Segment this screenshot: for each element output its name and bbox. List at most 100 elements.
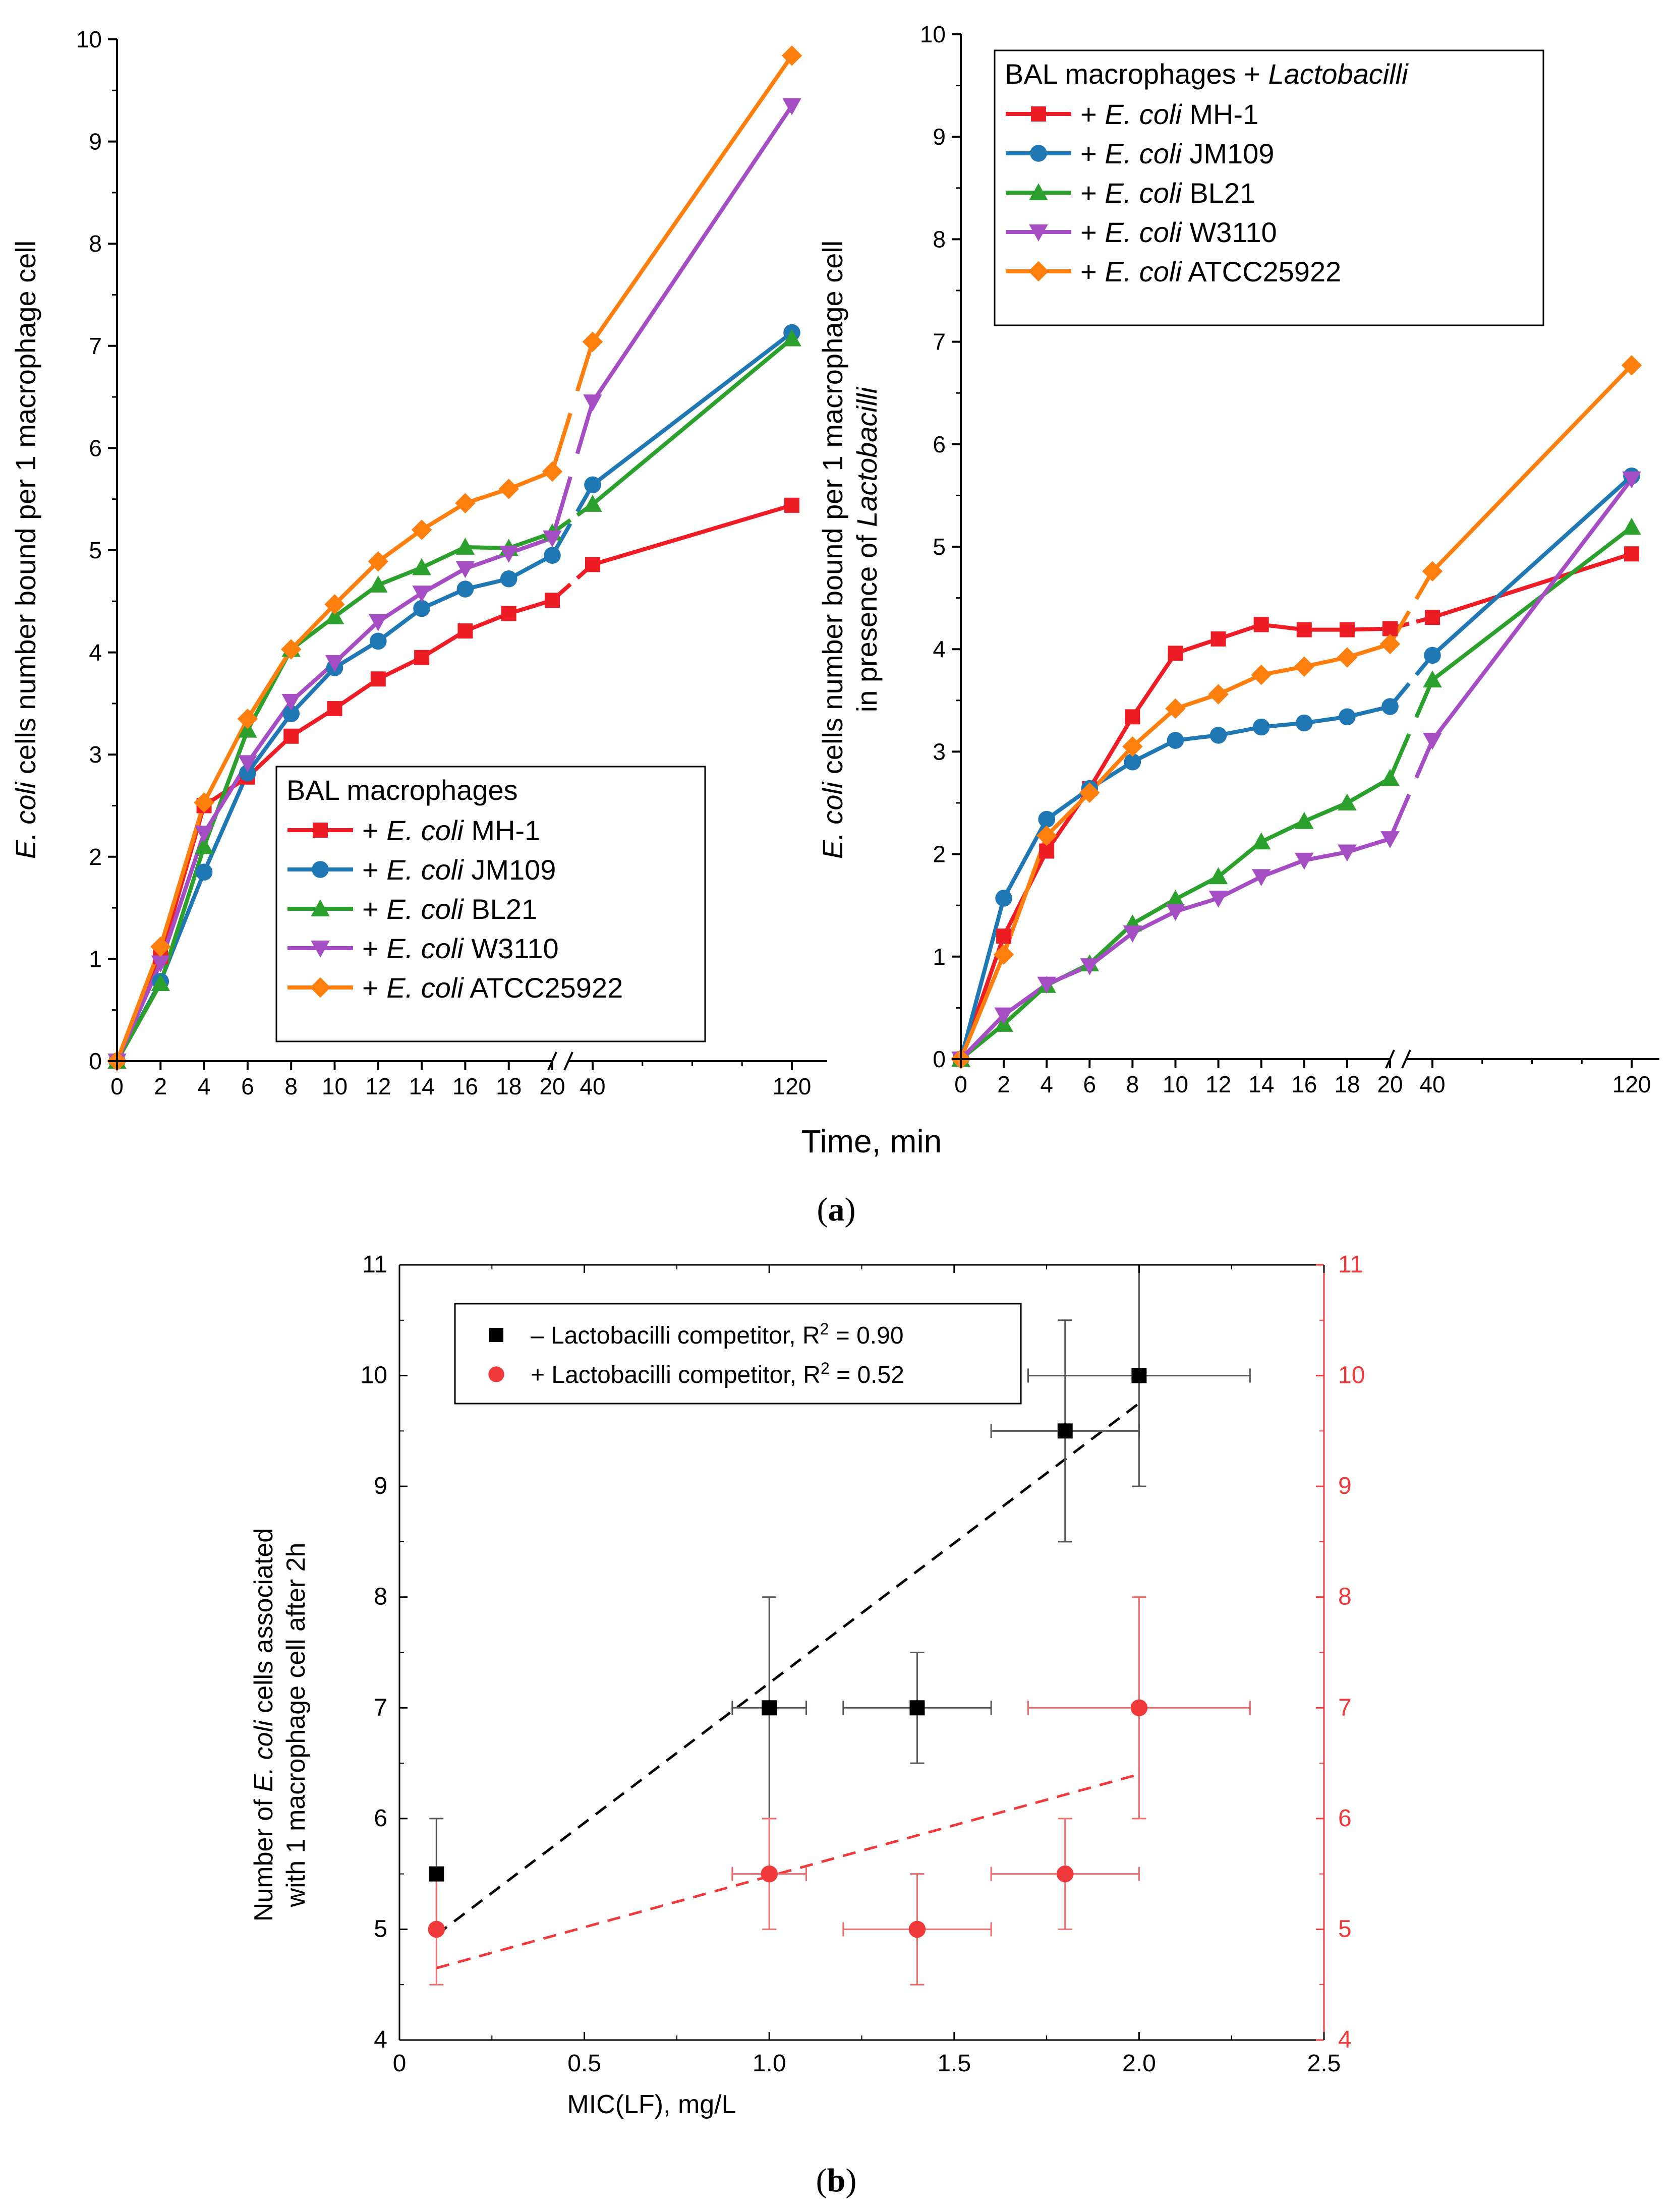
data-point-jm109: [195, 863, 213, 881]
legend-item-bl21: + E. coli BL21: [287, 893, 537, 925]
data-point-jm109: [1167, 732, 1184, 749]
data-point-plus-lactobacilli: [908, 1920, 926, 1938]
data-point-atcc25922: [542, 461, 563, 482]
legend-label: + E. coli BL21: [362, 893, 537, 925]
axis-break-mark: [563, 1052, 573, 1071]
data-point-atcc25922: [194, 792, 214, 813]
data-point-atcc25922: [280, 639, 302, 660]
data-point-atcc25922: [1122, 736, 1143, 757]
y-tick-label: 7: [933, 329, 946, 355]
data-point-atcc25922: [1337, 647, 1358, 668]
data-point-w3110: [782, 98, 801, 115]
x-tick-label: 120: [773, 1073, 812, 1099]
data-point-w3110: [194, 826, 214, 843]
data-point-bl21: [1622, 517, 1641, 535]
data-point-bl21: [1251, 832, 1271, 850]
data-point-jm109: [1124, 753, 1141, 771]
data-point-w3110: [455, 561, 475, 578]
x-tick-label: 0: [954, 1071, 967, 1097]
panel-b-x-label: MIC(LF), mg/L: [567, 2090, 736, 2119]
y-tick-label: 6: [933, 431, 946, 457]
caption-a: (a): [817, 1191, 856, 1228]
legend-swatch-marker: [313, 823, 328, 838]
data-point-atcc25922: [237, 709, 258, 729]
data-point-mh-1: [1382, 621, 1398, 636]
data-point-bl21: [194, 837, 214, 854]
y-tick-label: 1: [933, 944, 946, 970]
legend-label: – Lactobacilli competitor, R2 = 0.90: [531, 1320, 904, 1349]
axis-break-mark: [1401, 1050, 1411, 1069]
x-tick-label: 40: [580, 1073, 605, 1099]
data-point-atcc25922: [993, 944, 1014, 965]
data-point-atcc25922: [1422, 561, 1443, 582]
data-point-w3110: [369, 614, 388, 631]
data-point-mh-1: [1624, 546, 1639, 562]
data-point-w3110: [543, 530, 562, 548]
data-point-w3110: [1080, 958, 1100, 975]
data-point-w3110: [1208, 890, 1228, 908]
panel-a-right-y-label-line1: E. coli cells number bound per 1 macroph…: [817, 241, 848, 859]
y-tick-label: 8: [933, 226, 946, 252]
y-tick-label: 9: [933, 124, 946, 150]
data-point-bl21: [1423, 670, 1442, 688]
data-point-mh-1: [501, 606, 516, 621]
data-point-bl21: [583, 495, 602, 512]
y-tick-label-left: 5: [374, 1915, 387, 1942]
panel-a-left-y-label: E. coli cells number bound per 1 macroph…: [10, 241, 41, 859]
y-tick-label-right: 6: [1338, 1805, 1352, 1832]
data-point-mh-1: [1296, 622, 1312, 637]
legend-title: BAL macrophages: [286, 774, 518, 806]
y-tick-label: 0: [89, 1048, 102, 1074]
data-point-bl21: [1208, 867, 1228, 885]
axis-break-mark: [1385, 1050, 1395, 1069]
legend-box: [994, 49, 1544, 326]
panel-a-right-y-label-line2: in presence of Lactobacilli: [851, 386, 883, 712]
data-point-atcc25922: [498, 479, 519, 499]
y-tick-label: 7: [89, 333, 102, 359]
data-point-jm109: [282, 705, 300, 722]
y-tick-label: 6: [89, 435, 102, 461]
x-tick-label: 2.0: [1122, 2050, 1156, 2077]
y-tick-label-left: 10: [361, 1362, 387, 1389]
y-tick-label: 10: [920, 21, 946, 47]
data-point-w3110: [1123, 925, 1142, 943]
y-tick-label-left: 7: [374, 1694, 387, 1721]
y-tick-label: 5: [933, 534, 946, 560]
data-point-mh-1: [1253, 617, 1269, 632]
x-tick-label: 2.5: [1307, 2050, 1341, 2077]
axis-break-mark: [547, 1052, 557, 1071]
data-point-mh-1: [1168, 646, 1183, 661]
series-line-w3110: [115, 476, 572, 1062]
data-point-atcc25922: [150, 936, 171, 957]
data-point-atcc25922: [1379, 633, 1401, 655]
legend-swatch-marker: [312, 861, 329, 878]
data-point-jm109: [1381, 698, 1399, 715]
y-tick-label: 10: [76, 26, 102, 52]
x-tick-label: 12: [1205, 1071, 1231, 1097]
x-tick-label: 1.0: [753, 2050, 786, 2077]
x-tick-label: 6: [241, 1073, 254, 1099]
data-point-mh-1: [1210, 631, 1226, 647]
y-tick-label: 8: [89, 230, 102, 257]
panel-b-y-label-line2: with 1 macrophage cell after 2h: [281, 1543, 311, 1908]
legend-swatch-marker: [311, 941, 330, 958]
y-tick-label-left: 11: [362, 1251, 387, 1278]
data-point-mh-1: [1425, 610, 1440, 625]
legend-label: + E. coli JM109: [362, 854, 556, 886]
data-point-atcc25922: [1251, 664, 1272, 685]
data-point-w3110: [412, 586, 431, 603]
data-point-jm109: [584, 476, 601, 494]
legend-item-plus: + Lactobacilli competitor, R2 = 0.52: [488, 1359, 904, 1388]
x-tick-label: 1.5: [937, 2050, 971, 2077]
legend-item-w3110: + E. coli W3110: [287, 933, 559, 964]
legend-title: BAL macrophages + Lactobacilli: [1005, 58, 1409, 90]
data-point-atcc25922: [1036, 825, 1057, 846]
data-point-mh-1: [1125, 709, 1140, 725]
data-point-atcc25922: [411, 519, 432, 540]
y-tick-label-left: 8: [374, 1584, 387, 1610]
data-point-w3110: [1166, 904, 1185, 921]
y-tick-label-left: 9: [374, 1473, 387, 1499]
panel-b: 4 4 5 5 6 6 7 7 8 8 9 9 10 10 11 11 0 0.5 1.0 1.5 2.0 2.5 MIC…: [249, 1251, 1365, 2119]
